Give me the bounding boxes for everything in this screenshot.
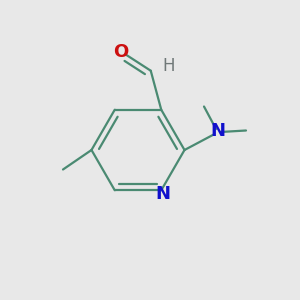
Text: O: O [113,43,128,61]
Text: N: N [210,122,225,140]
Text: N: N [155,185,170,203]
Text: H: H [163,57,175,75]
